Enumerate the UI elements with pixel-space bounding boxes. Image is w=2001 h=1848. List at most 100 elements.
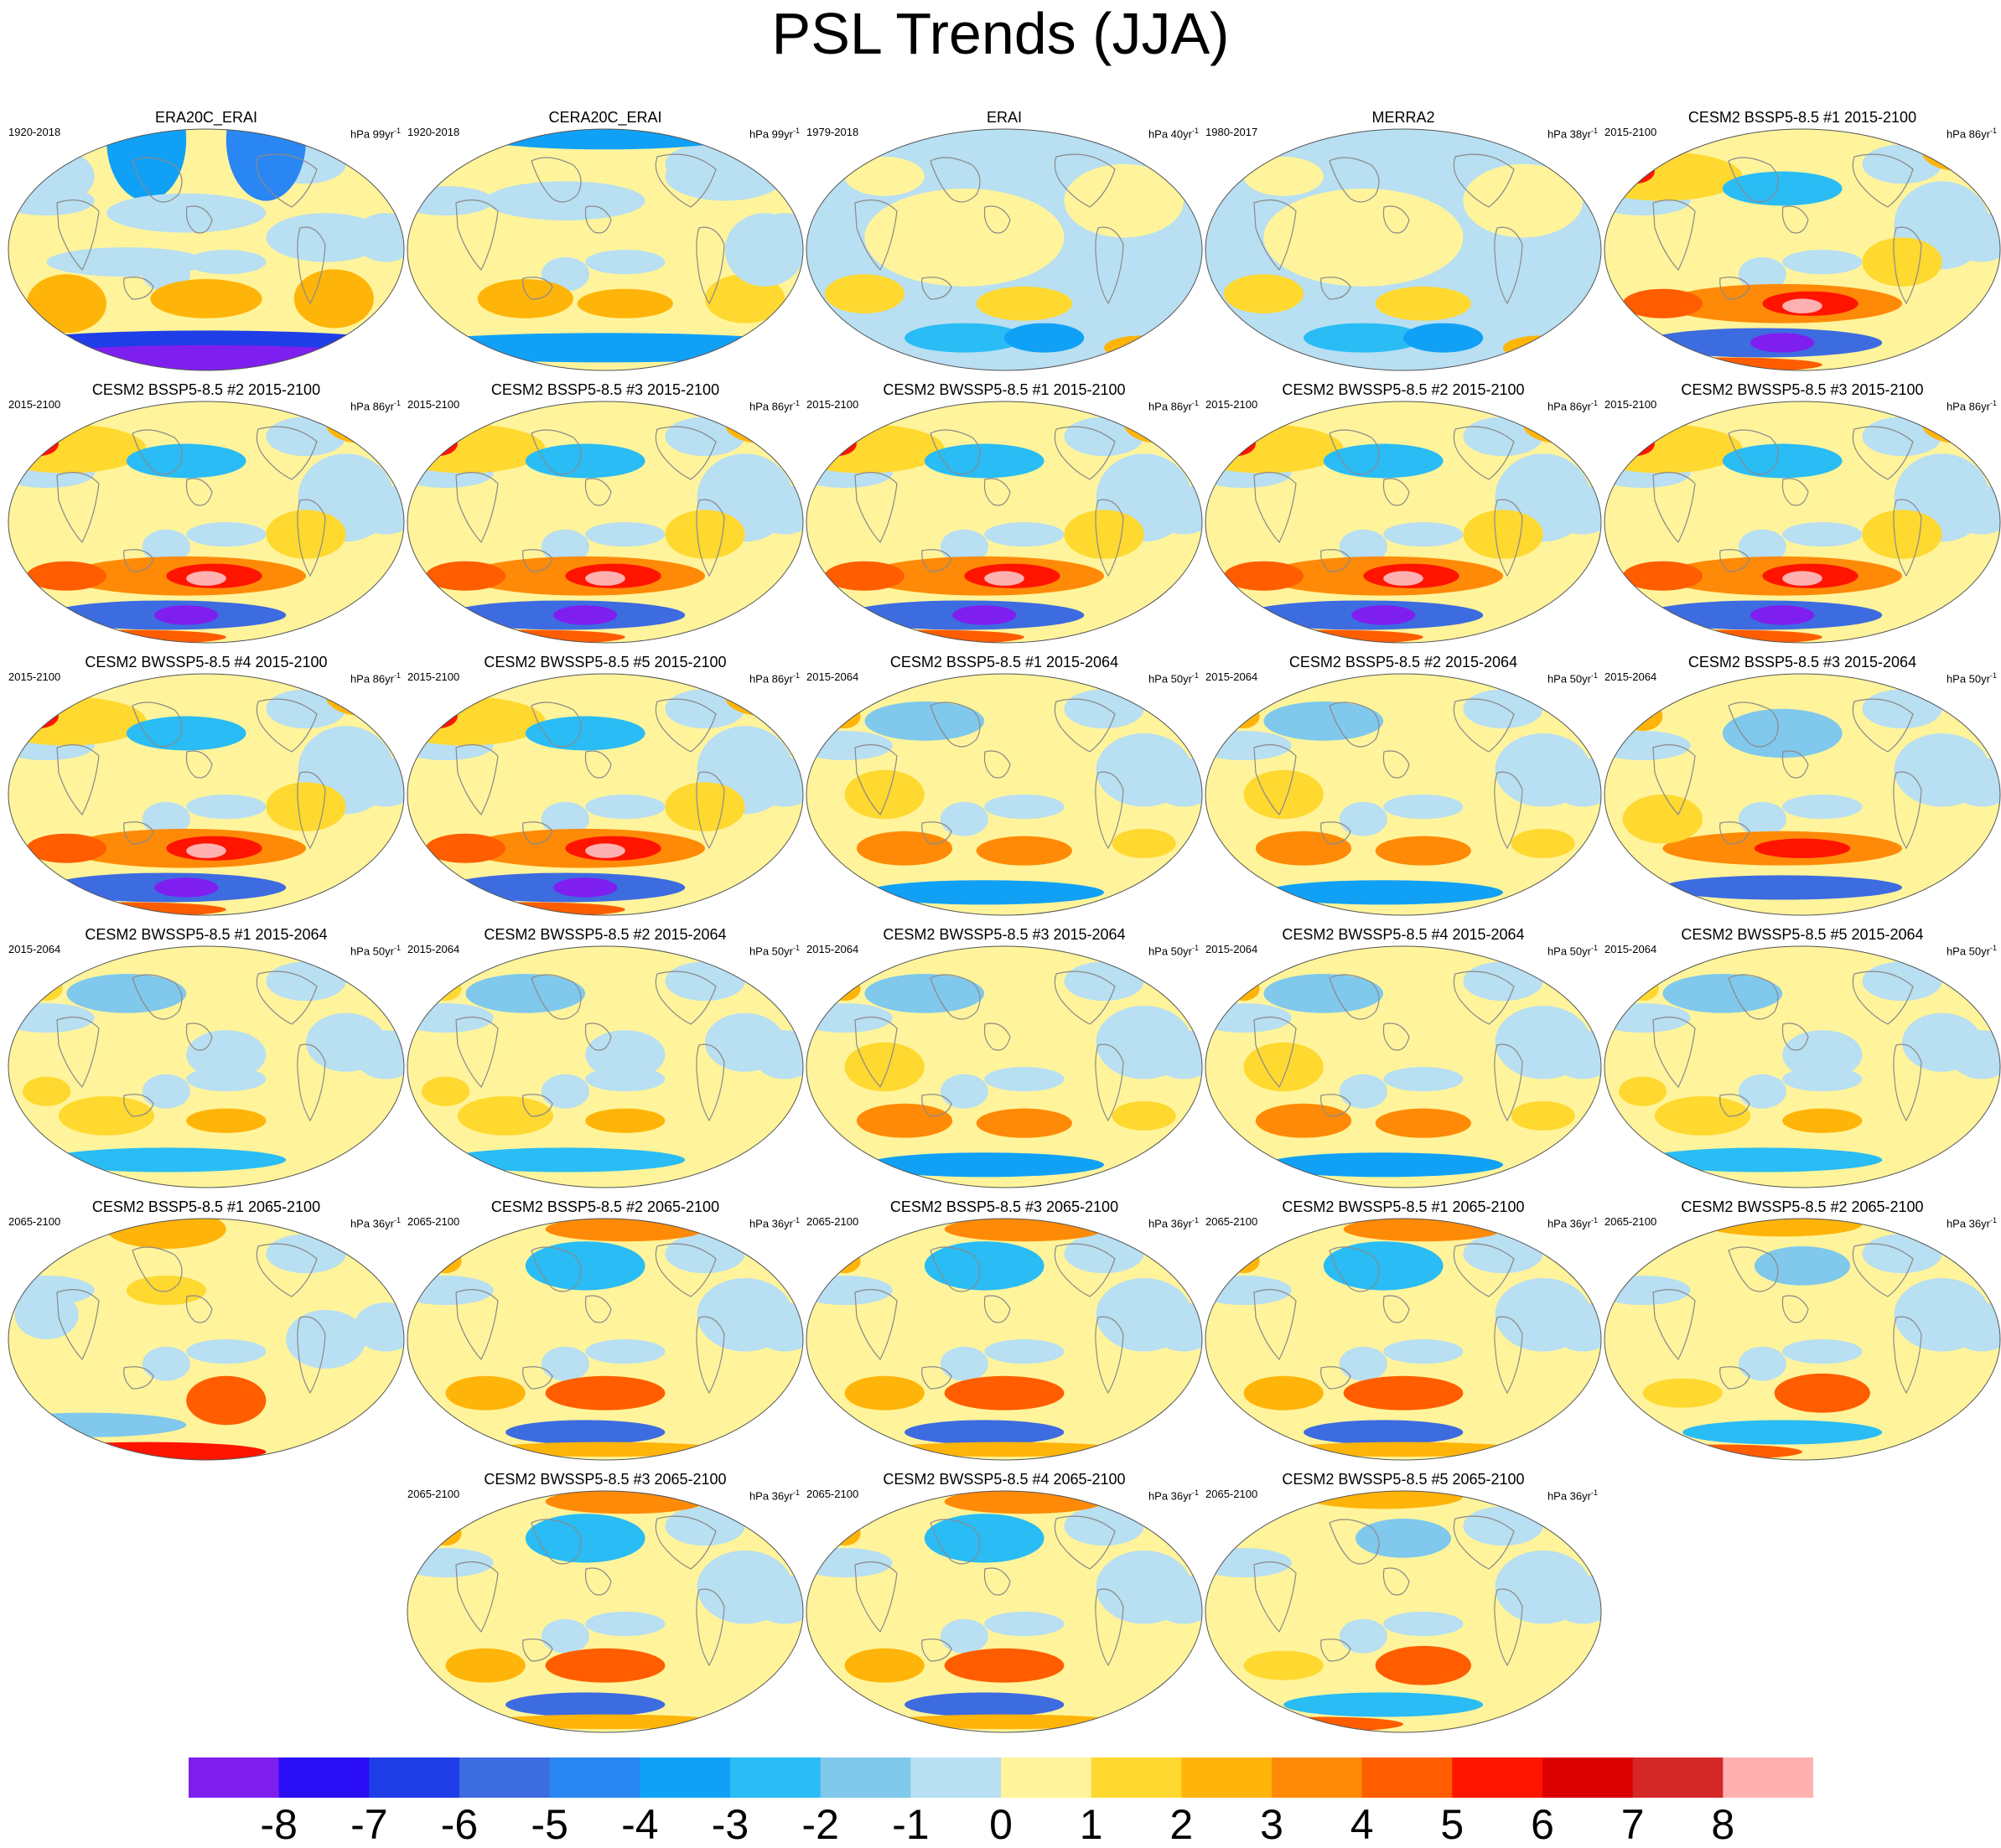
trend-contour: [1243, 1650, 1324, 1680]
panel-unit: hPa 86yr-1: [1947, 396, 1997, 413]
panel-unit: hPa 50yr-1: [1547, 941, 1598, 958]
trend-contour: [1351, 605, 1416, 625]
trend-contour: [665, 961, 745, 1002]
coastline: [455, 1561, 499, 1633]
trend-map: [1604, 401, 2001, 644]
trend-contour: [697, 1278, 793, 1352]
trend-contour: [1622, 701, 1663, 732]
panel-unit-text: hPa 50yr: [1547, 672, 1591, 686]
coastline: [455, 744, 499, 816]
panel-title: ERA20C_ERAI: [154, 109, 258, 126]
coastline: [696, 1316, 725, 1395]
trend-contour: [1511, 828, 1575, 858]
trend-contour: [705, 1012, 785, 1072]
panel-period: 2015-2100: [1205, 398, 1258, 411]
coastline: [455, 472, 499, 544]
coastline: [1453, 153, 1515, 208]
colorbar-swatch: [730, 1757, 822, 1798]
panel-unit: hPa 36yr-1: [350, 1214, 401, 1230]
map-border: [8, 401, 405, 644]
coastline: [256, 426, 318, 480]
panel-title: CESM2 BWSSP5-8.5 #1 2015-2100: [883, 381, 1126, 398]
panel-unit-exponent: -1: [1590, 127, 1598, 135]
coastline: [531, 157, 582, 203]
panel-unit-text: hPa 50yr: [1946, 672, 1990, 686]
map-panel: CESM2 BWSSP5-8.5 #2 2065-2100 2065-2100 hP…: [1603, 1198, 2001, 1467]
trend-contour: [1782, 1339, 1863, 1364]
coastline: [921, 277, 952, 300]
trend-contour: [417, 703, 458, 729]
trend-contour: [940, 529, 988, 564]
panel-title: MERRA2: [1371, 109, 1435, 126]
trend-contour: [816, 431, 857, 457]
trend-contour: [697, 1550, 793, 1624]
coastline: [522, 277, 553, 300]
panel-unit: hPa 50yr-1: [1148, 941, 1199, 958]
trend-contour: [984, 1339, 1065, 1364]
trend-contour: [126, 443, 246, 479]
panel-unit: hPa 50yr-1: [1547, 669, 1598, 686]
colorbar-swatch: [1723, 1757, 1813, 1798]
coastline: [1719, 277, 1750, 300]
panel-period: 2015-2064: [1604, 670, 1657, 683]
trend-contour: [1782, 522, 1863, 547]
colorbar-swatch: [910, 1757, 1002, 1798]
coastline: [1728, 429, 1779, 475]
coastline: [655, 971, 717, 1025]
trend-contour: [884, 1442, 1124, 1457]
panel-unit: hPa 36yr-1: [1547, 1486, 1598, 1503]
panel-unit-text: hPa 50yr: [749, 945, 793, 958]
trend-contour: [828, 1520, 861, 1546]
trend-contour: [1511, 1100, 1575, 1131]
trend-contour: [856, 831, 953, 866]
trend-contour: [186, 1375, 267, 1426]
trend-contour: [429, 1248, 462, 1274]
coastline: [655, 1515, 717, 1570]
trend-contour: [844, 769, 925, 820]
panel-period: 2065-2100: [8, 1215, 61, 1228]
trend-contour: [1375, 836, 1471, 866]
coastline: [696, 1043, 725, 1122]
coastline: [297, 1316, 326, 1395]
trend-contour: [924, 1241, 1045, 1291]
coastline: [522, 1366, 553, 1390]
panel-unit-exponent: -1: [1590, 399, 1598, 407]
colorbar-swatch: [1001, 1757, 1092, 1798]
coastline: [455, 1017, 499, 1089]
coastline: [1453, 426, 1515, 480]
panel-title: CESM2 BWSSP5-8.5 #5 2015-2100: [484, 654, 727, 670]
trend-contour: [545, 1375, 666, 1411]
coastline: [1382, 1567, 1410, 1596]
map-border: [806, 1218, 1203, 1461]
panel-title: CESM2 BWSSP5-8.5 #2 2065-2100: [1681, 1198, 1924, 1215]
trend-contour: [541, 529, 589, 564]
panel-title: CESM2 BWSSP5-8.5 #1 2065-2100: [1282, 1198, 1525, 1215]
trend-contour: [1064, 163, 1185, 238]
coastline: [930, 157, 981, 203]
panel-period: 1980-2017: [1205, 126, 1258, 138]
trend-contour: [1463, 689, 1543, 729]
coastline: [1382, 750, 1410, 779]
trend-contour: [864, 974, 985, 1013]
trend-contour: [856, 1103, 953, 1138]
trend-contour: [541, 1618, 589, 1654]
trend-map: [806, 128, 1203, 371]
trend-contour: [1642, 1444, 1802, 1460]
trend-contour: [1096, 1006, 1192, 1079]
panel-unit: hPa 36yr-1: [1947, 1214, 1997, 1230]
coastline: [1652, 1289, 1696, 1361]
colorbar-swatch: [820, 1757, 911, 1798]
coastline: [1893, 1316, 1922, 1395]
panel-unit-exponent: -1: [1590, 1488, 1598, 1497]
trend-map: [1205, 673, 1602, 916]
trend-contour: [422, 1076, 470, 1106]
trend-contour: [425, 561, 505, 591]
panel-unit-exponent: -1: [393, 399, 401, 407]
trend-contour: [1243, 769, 1324, 820]
trend-map: [8, 673, 405, 916]
coastline: [1494, 1043, 1523, 1122]
coastline: [1852, 1243, 1914, 1297]
coastline: [1253, 199, 1297, 272]
trend-contour: [1774, 1373, 1870, 1413]
trend-contour: [1375, 1108, 1471, 1138]
